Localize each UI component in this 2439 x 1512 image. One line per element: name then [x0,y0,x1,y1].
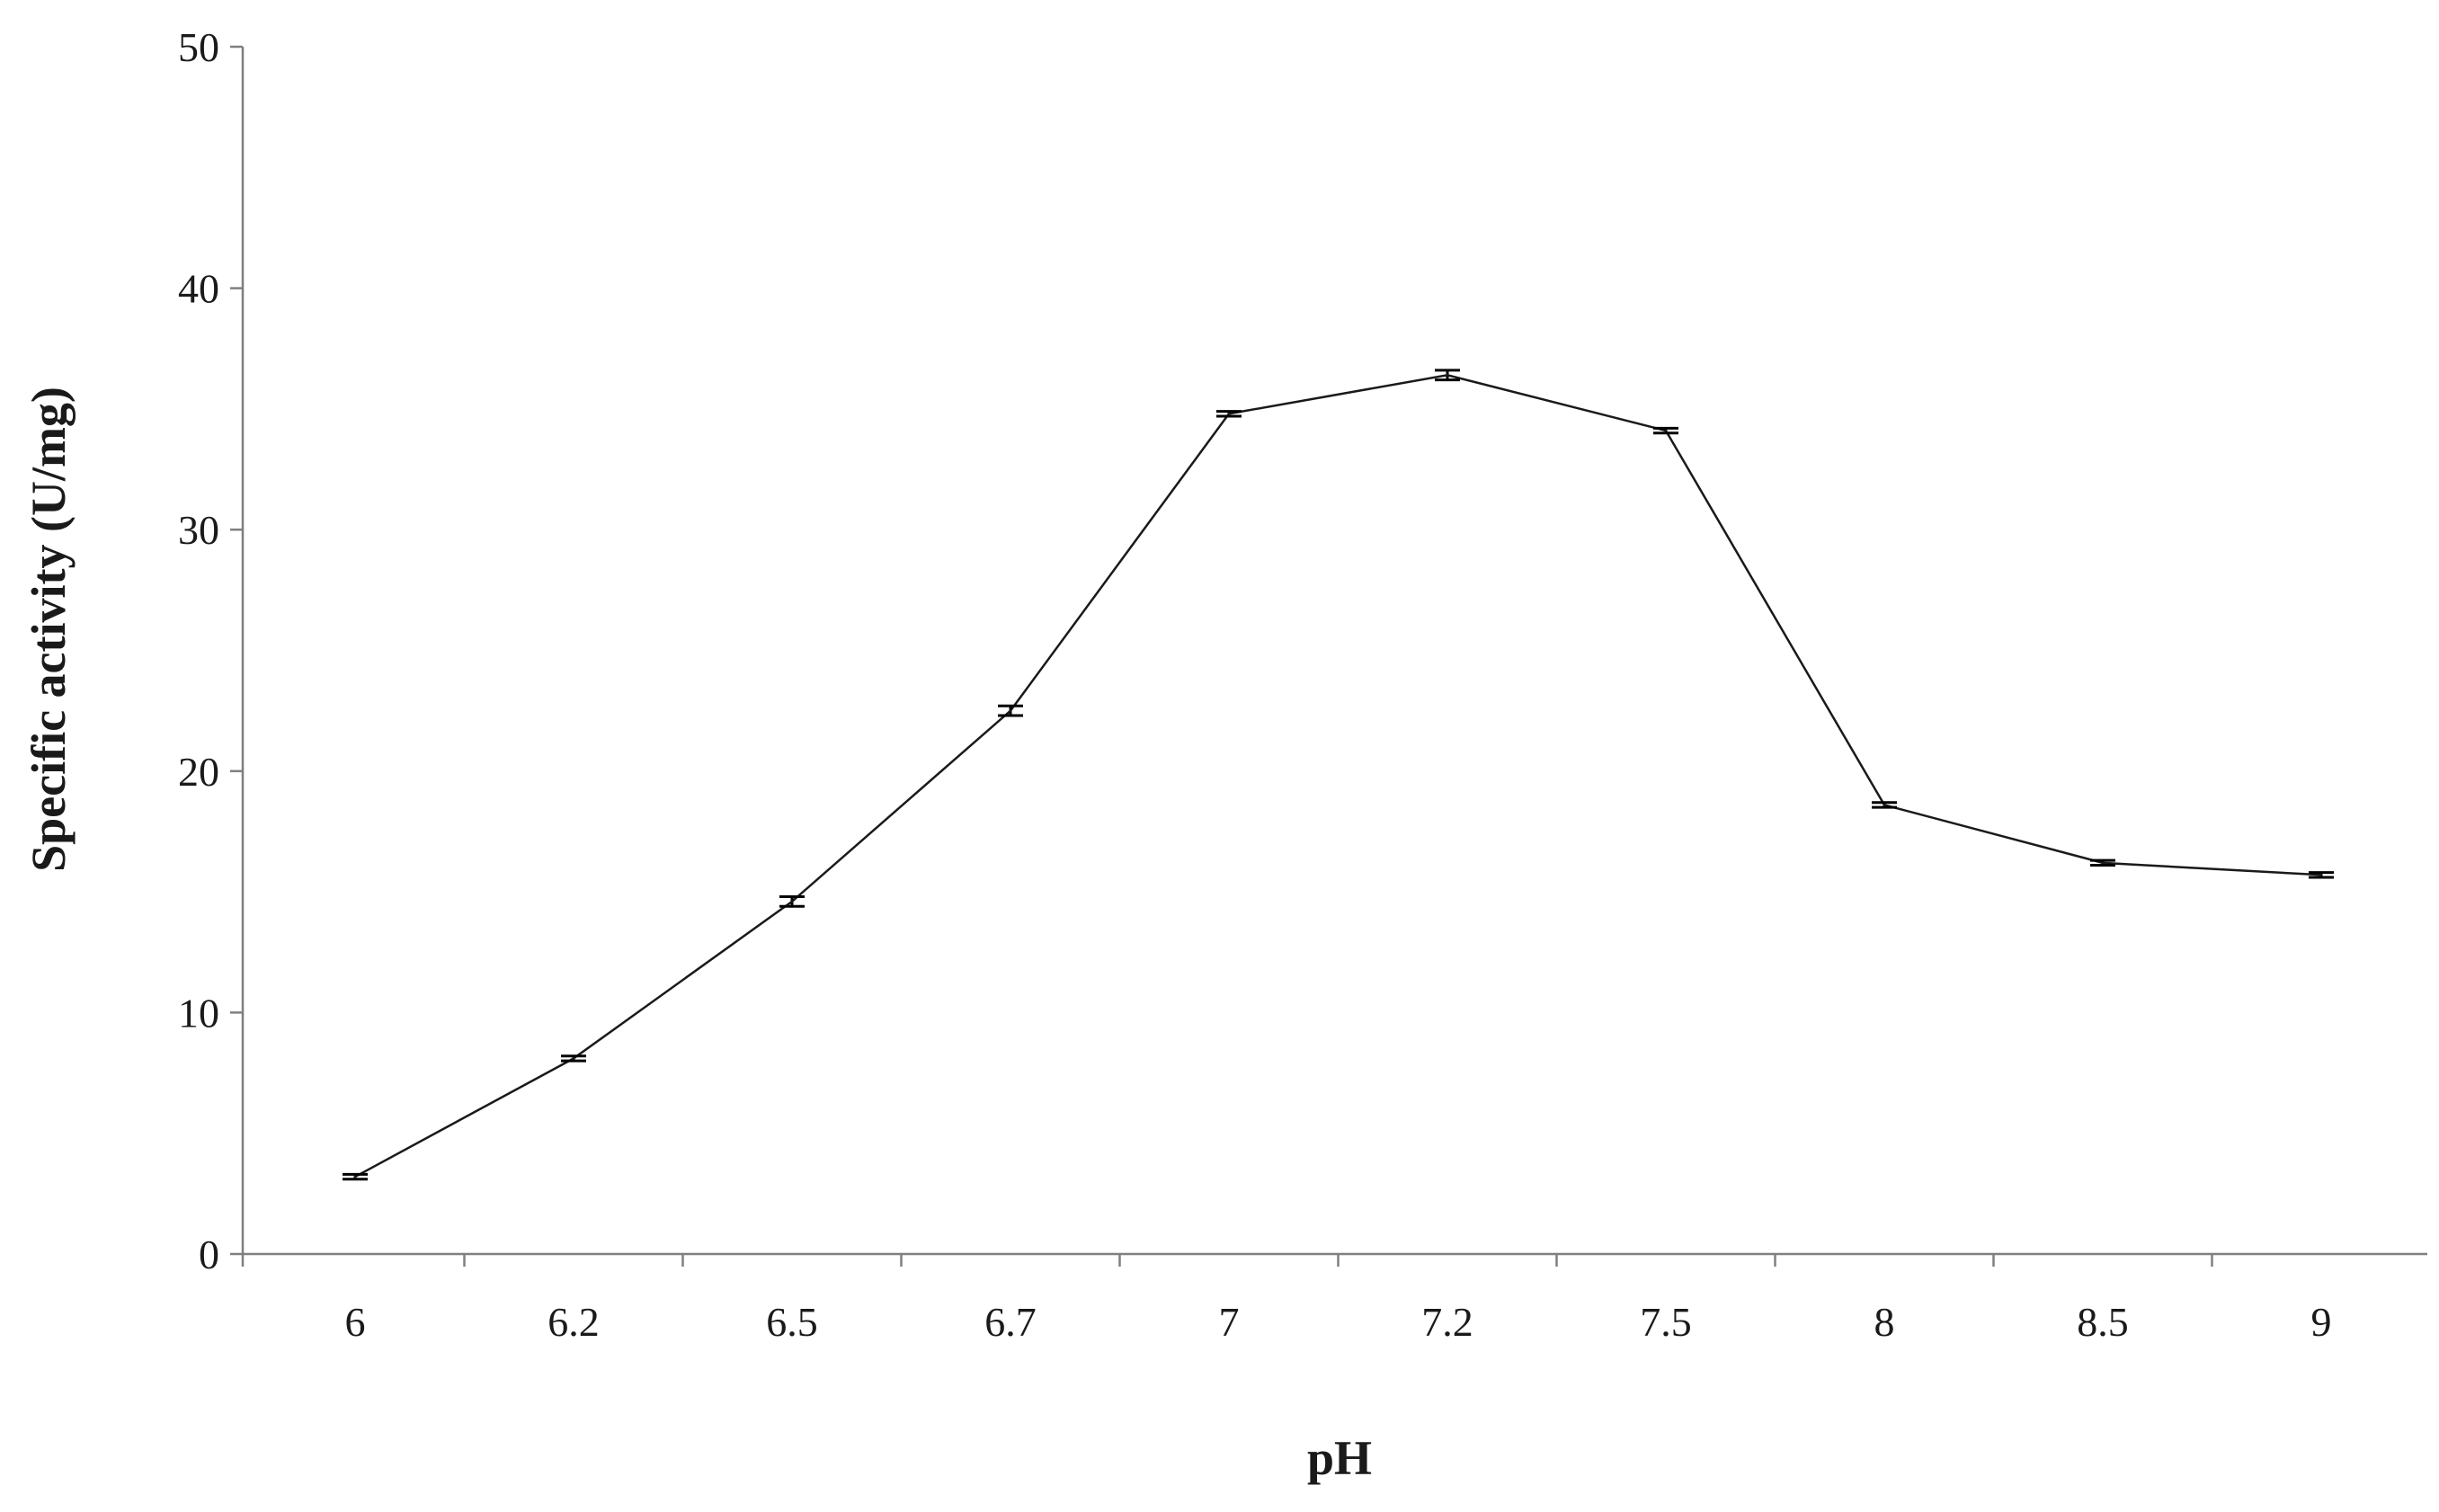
data-point [1883,803,1886,806]
y-axis: 0 10 20 30 40 50 [178,24,245,1277]
x-tick-label: 9 [2311,1299,2332,1345]
x-tick-label: 6.7 [984,1299,1037,1345]
data-point [790,900,794,903]
x-tick-label: 7 [1219,1299,1240,1345]
data-point [353,1175,357,1178]
x-axis: 6 6.2 6.5 6.7 7 7.2 7.5 8 8.5 9 [241,1252,2427,1345]
y-tick-label: 10 [178,990,219,1036]
x-tick-label: 6.5 [766,1299,818,1345]
data-point [2319,873,2323,876]
y-tick-label: 30 [178,507,219,553]
y-axis-title: Specific activity (U/mg) [22,387,76,872]
x-tick-label: 8 [1874,1299,1895,1345]
data-point [1227,412,1231,415]
data-point [1446,373,1449,377]
x-tick-label: 7.5 [1640,1299,1692,1345]
data-point [2101,861,2105,865]
y-tick-label: 20 [178,749,219,795]
series-line [354,374,2322,1178]
data-point [1009,709,1012,713]
y-tick-label: 0 [199,1232,219,1277]
x-tick-label: 6 [345,1299,366,1345]
data-series [343,369,2334,1181]
data-point [572,1056,575,1060]
data-point [1664,429,1668,432]
y-tick-label: 50 [178,24,219,70]
x-tick-label: 7.2 [1421,1299,1473,1345]
x-axis-title: pH [1307,1431,1372,1485]
y-tick-label: 40 [178,266,219,312]
x-tick-label: 6.2 [547,1299,600,1345]
x-tick-label: 8.5 [2077,1299,2129,1345]
